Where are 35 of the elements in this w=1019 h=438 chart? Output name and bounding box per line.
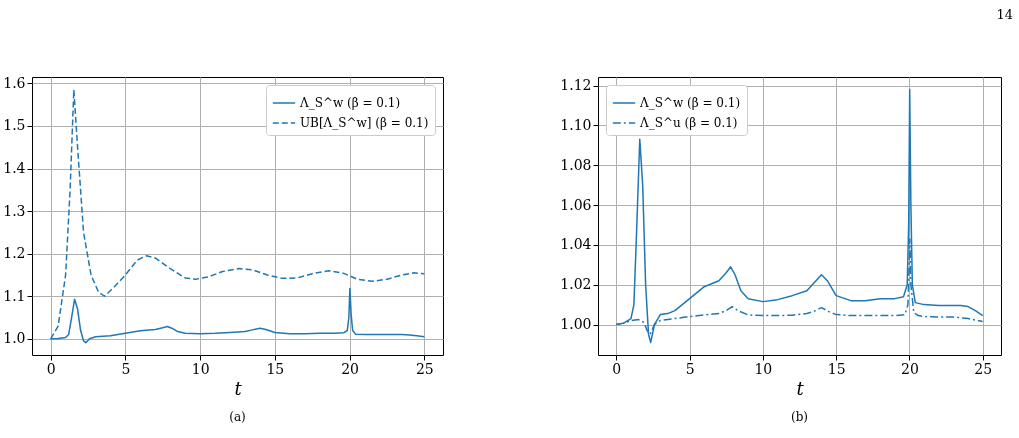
x-tick-label: 15 xyxy=(827,360,846,377)
x-tick-label: 20 xyxy=(900,360,919,377)
x-tick-label: 25 xyxy=(974,360,993,377)
y-tick-label: 1.12 xyxy=(560,77,592,94)
x-axis-title: t xyxy=(796,377,805,399)
y-tick-label: 1.2 xyxy=(3,245,26,262)
y-tick-label: 1.4 xyxy=(3,160,26,177)
y-tick-label: 1.6 xyxy=(3,74,26,91)
y-tick-label: 1.04 xyxy=(560,236,592,253)
x-tick-label: 0 xyxy=(46,360,56,377)
y-tick-label: 1.1 xyxy=(3,287,26,304)
x-tick-label: 5 xyxy=(685,360,695,377)
y-tick-label: 1.3 xyxy=(3,202,26,219)
legend-label: Λ_S^w (β = 0.1) xyxy=(639,96,741,110)
legend-label: Λ_S^w (β = 0.1) xyxy=(299,96,401,110)
text: (b) xyxy=(790,410,809,424)
x-tick-label: 20 xyxy=(341,360,359,377)
y-tick-label: 1.5 xyxy=(3,117,26,134)
legend-label: Λ_S^u (β = 0.1) xyxy=(639,116,738,130)
y-tick-label: 1.0 xyxy=(3,330,26,347)
y-tick-label: 1.02 xyxy=(560,276,592,293)
legend-label: UB[Λ_S^w] (β = 0.1) xyxy=(300,116,429,130)
y-tick-label: 1.08 xyxy=(560,156,592,173)
y-tick-label: 1.06 xyxy=(560,196,592,213)
x-tick-label: 10 xyxy=(191,360,210,377)
x-tick-label: 10 xyxy=(754,360,773,377)
x-axis-title: t xyxy=(234,377,243,399)
y-tick-label: 1.10 xyxy=(560,116,592,133)
text: 14 xyxy=(996,7,1013,22)
text: (a) xyxy=(229,410,246,424)
x-tick-label: 5 xyxy=(121,360,131,377)
x-tick-label: 25 xyxy=(415,360,434,377)
x-tick-label: 0 xyxy=(612,360,622,377)
y-tick-label: 1.00 xyxy=(560,316,592,333)
x-tick-label: 15 xyxy=(266,360,285,377)
